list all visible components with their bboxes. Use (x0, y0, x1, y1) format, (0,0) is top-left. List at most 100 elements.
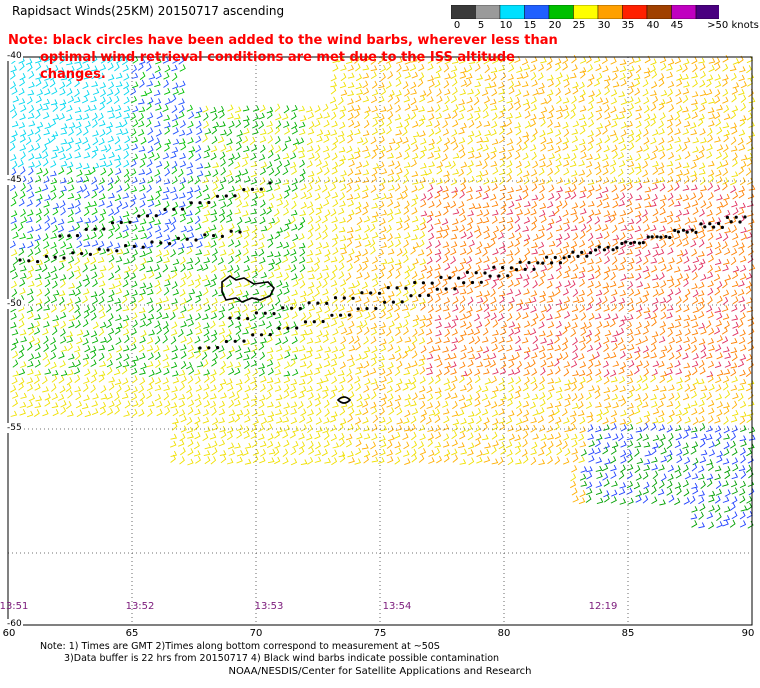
wind-barb (588, 440, 595, 448)
wind-barb (236, 430, 243, 439)
wind-barb (186, 314, 193, 321)
wind-barb (371, 168, 378, 177)
wind-barb (572, 288, 579, 298)
wind-barb (635, 272, 642, 281)
wind-barb (419, 314, 427, 321)
wind-barb (172, 418, 179, 424)
wind-barb (228, 239, 235, 247)
wind-barb (587, 142, 594, 151)
wind-barb (715, 393, 723, 401)
wind-barb (162, 354, 169, 362)
wind-barb (203, 249, 211, 257)
wind-barb (676, 256, 683, 265)
wind-barb (314, 263, 320, 272)
quality-flag-circle (483, 271, 487, 275)
wind-barb (274, 103, 281, 112)
wind-barb (51, 369, 59, 376)
wind-barb (667, 167, 674, 176)
wind-barb (564, 192, 571, 200)
wind-barb (467, 146, 475, 154)
wind-barb (658, 162, 665, 170)
wind-barb (323, 119, 330, 128)
wind-barb (44, 122, 52, 130)
wind-barb (531, 256, 538, 264)
wind-barb (540, 265, 548, 272)
wind-barb (588, 200, 595, 207)
wind-barb (691, 321, 699, 328)
wind-barb (116, 200, 123, 209)
wind-barb (330, 81, 337, 88)
wind-barb (604, 247, 610, 256)
wind-barb (299, 334, 306, 343)
wind-barb (579, 249, 587, 256)
wind-barb (163, 79, 169, 88)
wind-barb (532, 335, 539, 344)
wind-barb (298, 447, 305, 456)
wind-barb (12, 338, 19, 346)
wind-barb (611, 489, 618, 497)
wind-barb (450, 248, 457, 256)
wind-barb (721, 336, 729, 344)
wind-barb (443, 454, 450, 463)
wind-barb (170, 450, 178, 458)
wind-barb (572, 454, 579, 463)
wind-barb (347, 354, 354, 361)
wind-barb (689, 495, 696, 504)
wind-barb (538, 249, 546, 256)
quality-flag-circle (602, 248, 607, 252)
wind-barb (626, 440, 634, 448)
wind-barb (571, 128, 579, 135)
wind-barb (130, 327, 137, 336)
wind-barb (706, 248, 713, 256)
wind-barb (339, 200, 346, 207)
wind-barb (619, 210, 627, 217)
wind-barb (452, 142, 459, 151)
wind-barb (602, 97, 609, 105)
wind-barb (90, 375, 97, 384)
quality-flag-circle (189, 201, 193, 205)
wind-barb (139, 208, 146, 217)
wind-barb (723, 113, 731, 121)
wind-barb (394, 259, 402, 266)
wind-barb (484, 64, 490, 74)
wind-barb (234, 106, 242, 113)
wind-barb (491, 423, 499, 431)
wind-barb (252, 417, 259, 425)
wind-barb (500, 321, 508, 329)
wind-barb (476, 297, 484, 304)
wind-barb (516, 136, 522, 146)
colorbar-swatch (573, 5, 599, 19)
wind-barb (412, 144, 419, 152)
wind-barb (148, 377, 155, 385)
wind-barb (650, 224, 657, 232)
wind-barb (307, 281, 315, 289)
wind-barb (635, 490, 642, 498)
wind-barb (386, 400, 393, 408)
wind-barb (546, 62, 552, 71)
wind-barb (579, 257, 587, 265)
wind-barb (570, 416, 577, 425)
wind-barb (236, 352, 243, 360)
wind-barb (164, 168, 171, 177)
wind-barb (114, 63, 120, 72)
wind-barb (66, 377, 73, 386)
wind-barb (58, 146, 65, 154)
wind-barb (466, 256, 473, 264)
wind-barb (203, 400, 211, 408)
wind-barb (139, 193, 147, 200)
wind-barb (644, 249, 651, 258)
wind-barb (522, 185, 529, 193)
wind-barb (59, 99, 67, 106)
wind-barb (260, 295, 267, 304)
wind-barb (235, 142, 242, 151)
quality-flag-circle (734, 215, 738, 219)
wind-barb (10, 280, 17, 289)
wind-barb (642, 295, 649, 304)
wind-barb (362, 207, 369, 216)
wind-barb (219, 110, 225, 119)
wind-barb (147, 408, 153, 417)
wind-barb (274, 369, 282, 376)
wind-barb (194, 431, 201, 440)
wind-barb (178, 88, 185, 95)
wind-barb (667, 473, 674, 482)
